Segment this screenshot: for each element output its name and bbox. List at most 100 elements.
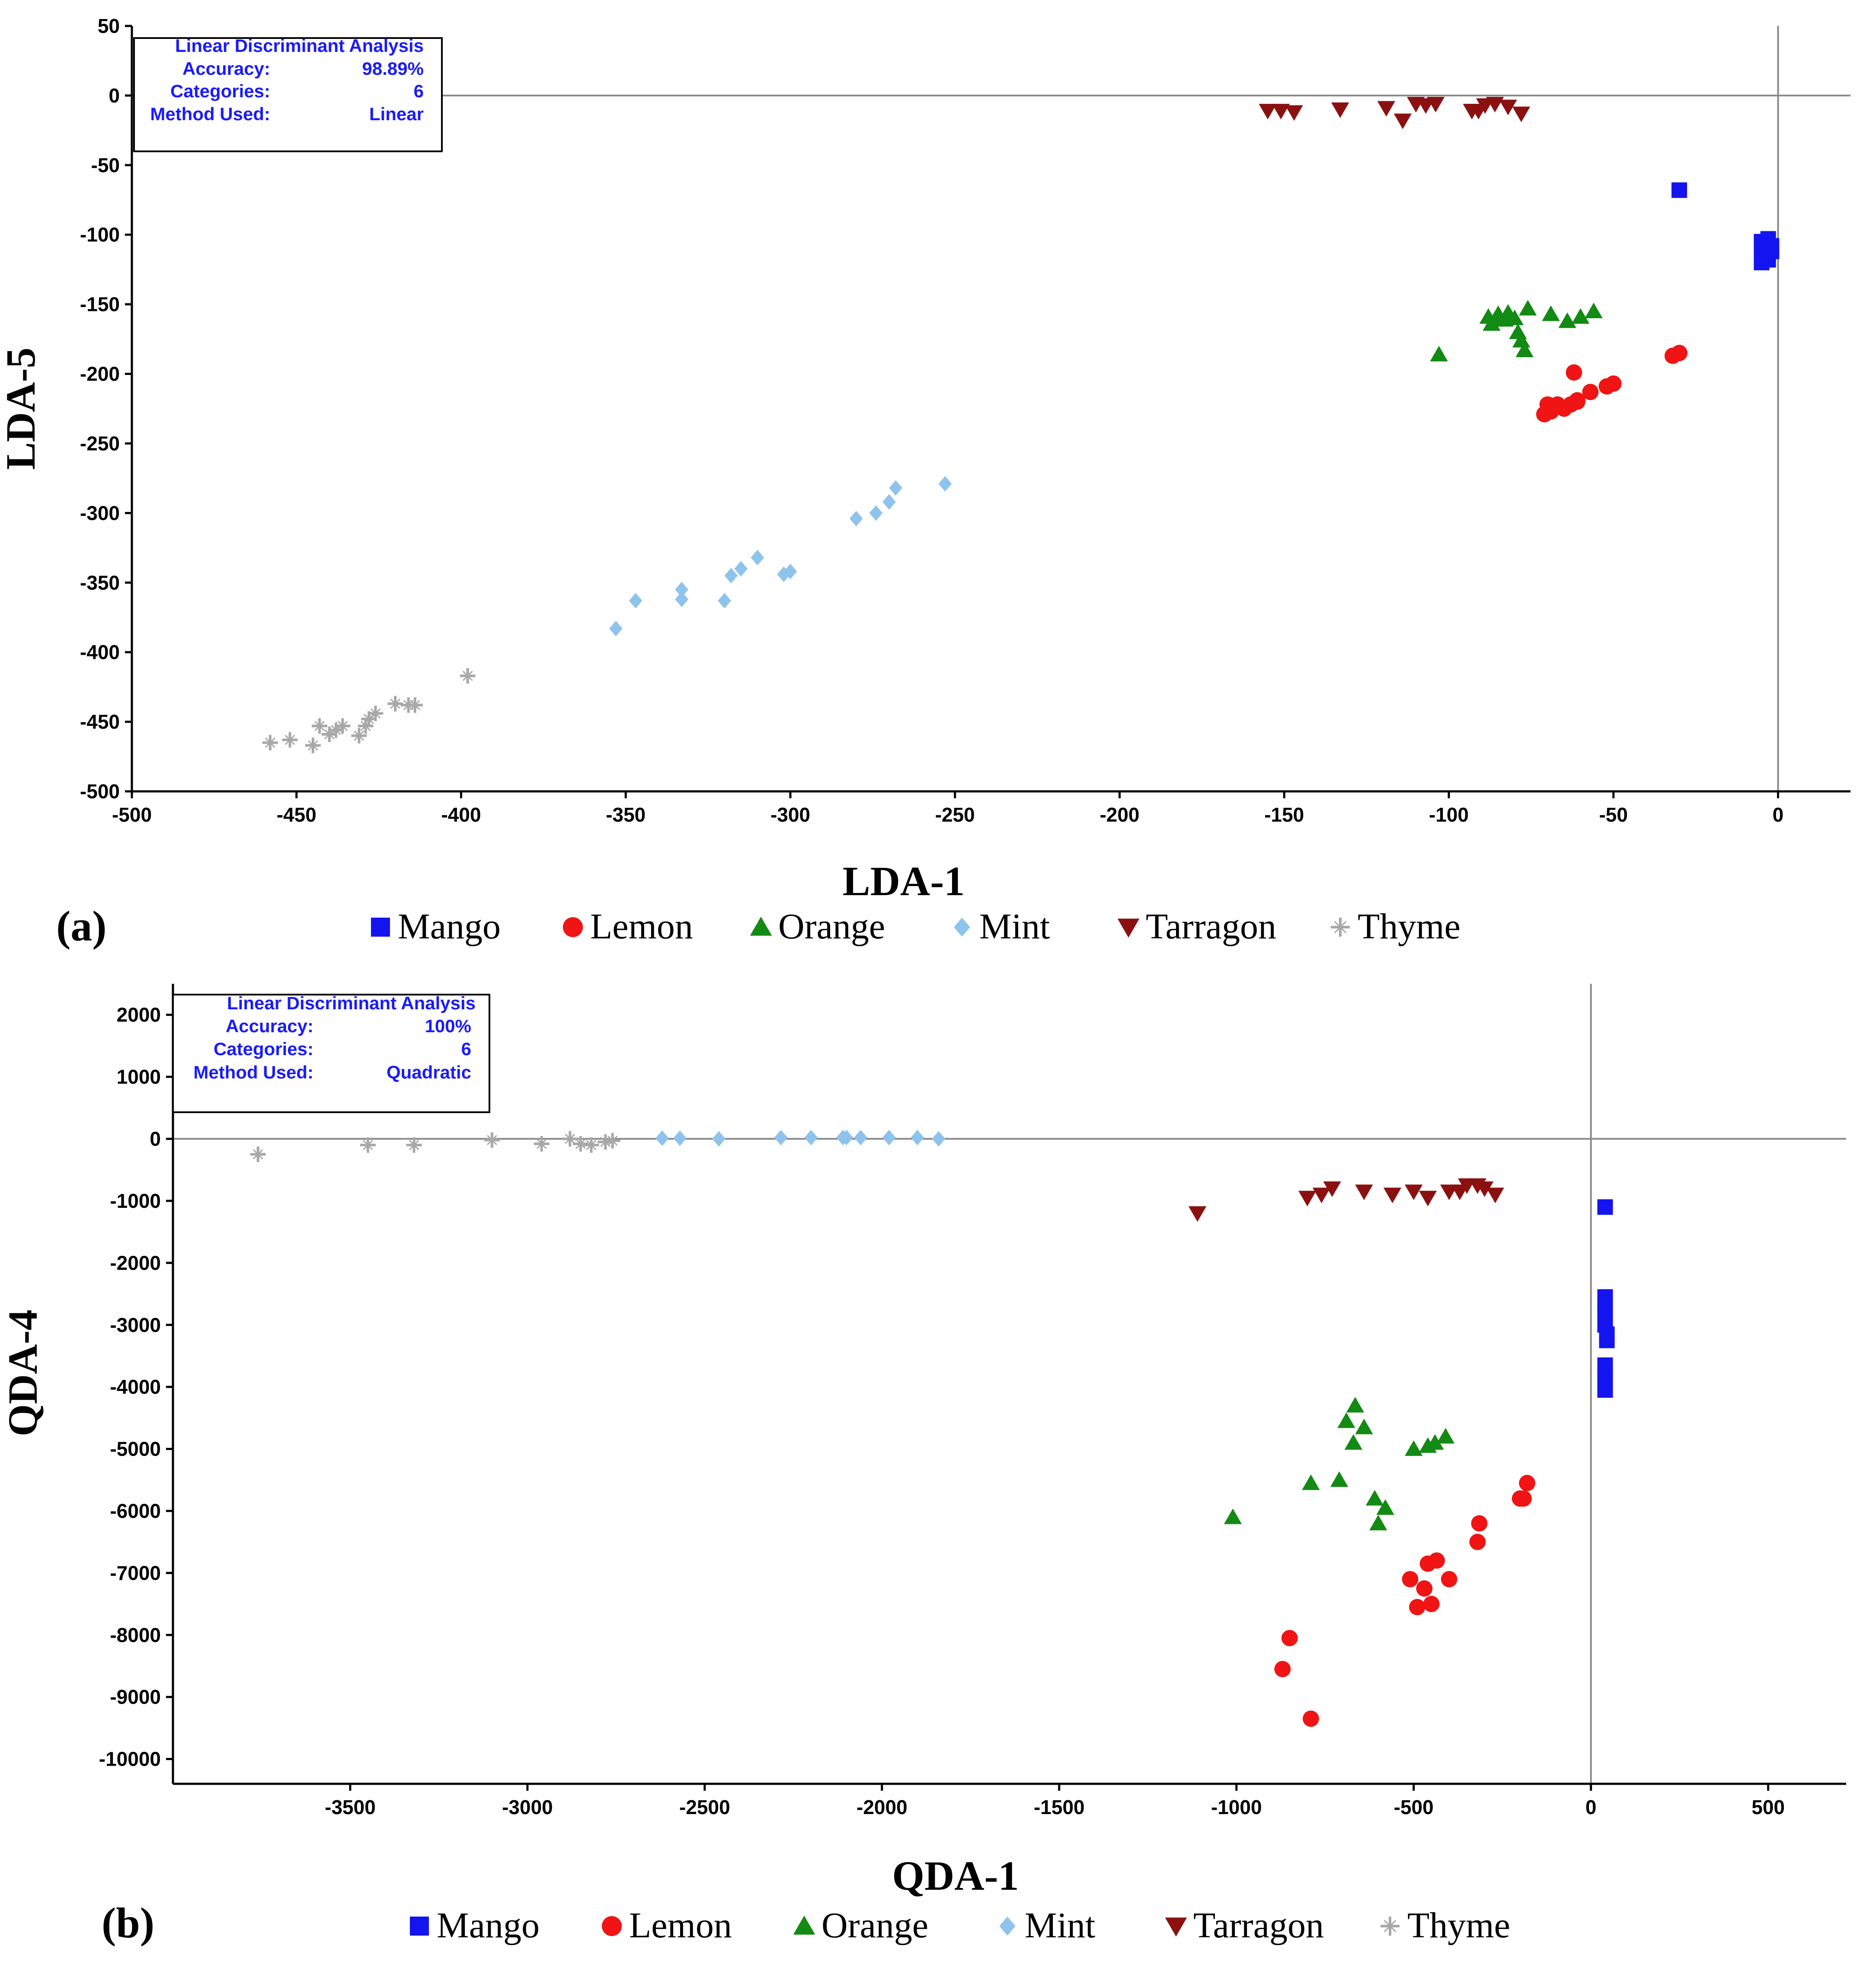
point-lemon xyxy=(1664,347,1681,364)
point-tarragon xyxy=(1188,1206,1207,1222)
point-mint xyxy=(673,1130,687,1146)
x-tick-label: 500 xyxy=(1751,1796,1785,1818)
point-orange xyxy=(1509,323,1527,339)
series-lemon xyxy=(1536,345,1687,422)
legend: Mango Lemon Orange Mint Tarragon Thyme xyxy=(410,1905,1510,1946)
point-thyme xyxy=(400,697,416,713)
point-mint xyxy=(854,1130,867,1146)
legend-item-mango: Mango xyxy=(371,906,501,947)
y-tick-label: -100 xyxy=(80,224,120,246)
legend-marker-thyme xyxy=(1331,918,1350,937)
point-lemon xyxy=(1598,378,1615,395)
point-orange xyxy=(1426,1434,1444,1450)
point-thyme xyxy=(358,718,374,734)
point-lemon xyxy=(1569,394,1585,410)
legend-marker-lemon xyxy=(562,917,583,938)
info-box-label: Method Used: xyxy=(150,104,270,124)
point-tarragon xyxy=(1405,1184,1423,1200)
point-thyme xyxy=(562,1131,578,1147)
series-thyme xyxy=(250,1131,620,1162)
panel-label: (b) xyxy=(102,1899,154,1947)
point-tarragon xyxy=(1486,1187,1504,1203)
y-tick-label: -200 xyxy=(80,363,120,385)
point-lemon xyxy=(1416,1580,1433,1597)
point-orange xyxy=(1405,1440,1423,1456)
point-mango xyxy=(1760,245,1776,261)
point-orange xyxy=(1337,1412,1355,1428)
legend-item-mint: Mint xyxy=(954,906,1050,947)
series-mint xyxy=(655,1130,946,1147)
y-tick-label: -6000 xyxy=(110,1500,161,1522)
legend-label: Mango xyxy=(437,1905,540,1946)
point-orange xyxy=(1512,332,1531,348)
y-tick-label: -10000 xyxy=(99,1748,161,1770)
point-thyme xyxy=(321,726,337,742)
point-thyme xyxy=(406,1137,422,1153)
legend-label: Mint xyxy=(1025,1905,1095,1946)
point-orange xyxy=(1430,346,1448,362)
legend-marker-lemon xyxy=(601,1916,622,1936)
legend-label: Orange xyxy=(821,1905,928,1946)
info-box-value: Linear xyxy=(369,104,424,124)
legend-item-mango: Mango xyxy=(410,1905,540,1946)
point-thyme xyxy=(484,1132,500,1148)
point-thyme xyxy=(387,696,403,712)
info-box: Linear Discriminant Analysis Accuracy: 100… xyxy=(172,993,490,1113)
x-tick-label: -400 xyxy=(441,803,481,826)
x-tick-label: 0 xyxy=(1585,1796,1597,1818)
point-tarragon xyxy=(1312,1187,1331,1203)
point-tarragon xyxy=(1355,1184,1373,1200)
point-mint xyxy=(869,505,883,521)
legend-item-tarragon: Tarragon xyxy=(1165,1905,1324,1946)
point-tarragon xyxy=(1486,97,1504,113)
legend-marker-tarragon xyxy=(1165,1917,1187,1937)
point-orange xyxy=(1344,1434,1363,1450)
info-box-label: Categories: xyxy=(170,81,270,101)
y-axis-title: LDA-5 xyxy=(0,348,44,470)
x-tick-label: -350 xyxy=(606,803,646,826)
point-orange xyxy=(1365,1490,1384,1506)
legend-item-lemon: Lemon xyxy=(601,1905,732,1946)
info-box-value: Quadratic xyxy=(387,1062,471,1082)
panel-label: (a) xyxy=(56,902,107,950)
y-axis-title: QDA-4 xyxy=(0,1309,46,1436)
x-tick-label: 0 xyxy=(1773,803,1784,826)
point-mint xyxy=(724,568,738,584)
series-orange xyxy=(1430,300,1603,362)
y-tick-label: -5000 xyxy=(110,1438,161,1460)
series-mango xyxy=(1671,182,1780,271)
y-tick-label: -2000 xyxy=(110,1251,161,1274)
legend-item-lemon: Lemon xyxy=(562,906,693,947)
point-mint xyxy=(609,621,623,637)
legend-item-thyme: Thyme xyxy=(1331,906,1461,947)
y-tick-label: -9000 xyxy=(110,1686,161,1708)
point-orange xyxy=(1571,308,1590,324)
point-orange xyxy=(1542,305,1560,321)
series-mint xyxy=(609,476,952,637)
info-box-value: 98.89% xyxy=(362,58,424,79)
point-thyme xyxy=(604,1133,620,1149)
point-lemon xyxy=(1566,364,1582,381)
legend-label: Lemon xyxy=(629,1905,732,1946)
y-tick-label: -500 xyxy=(80,780,120,803)
point-mango xyxy=(1671,182,1687,198)
y-tick-label: 1000 xyxy=(117,1066,161,1088)
point-lemon xyxy=(1423,1596,1440,1613)
legend-item-mint: Mint xyxy=(999,1905,1095,1946)
point-mint xyxy=(840,1130,853,1146)
point-mint xyxy=(938,476,952,492)
point-mint xyxy=(629,593,642,609)
y-tick-label: -250 xyxy=(80,432,120,454)
legend-marker-mint xyxy=(999,1917,1016,1936)
point-lemon xyxy=(1303,1710,1319,1727)
point-lemon xyxy=(1469,1533,1486,1550)
point-orange xyxy=(1330,1471,1349,1487)
x-tick-label: -500 xyxy=(1394,1796,1434,1818)
point-tarragon xyxy=(1323,1181,1341,1197)
point-orange xyxy=(1519,300,1537,316)
point-mint xyxy=(849,511,863,527)
x-axis-title: LDA-1 xyxy=(843,858,965,904)
point-orange xyxy=(1355,1418,1373,1434)
legend-label: Tarragon xyxy=(1146,906,1276,947)
point-lemon xyxy=(1402,1571,1419,1587)
